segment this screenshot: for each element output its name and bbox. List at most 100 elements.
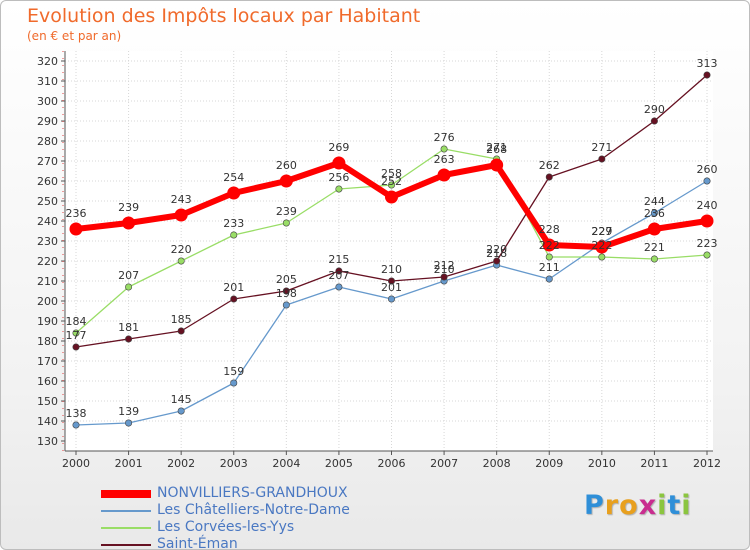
series-layer xyxy=(69,71,714,429)
plot-area xyxy=(65,51,713,451)
series-3-data-label: 271 xyxy=(591,141,612,154)
series-1-data-label: 211 xyxy=(539,261,560,274)
y-tick-label: 230 xyxy=(37,235,58,248)
y-tick-label: 150 xyxy=(37,395,58,408)
series-3-data-label: 220 xyxy=(486,243,507,256)
y-tick-label: 130 xyxy=(37,435,58,448)
series-0-point xyxy=(490,158,504,172)
series-0-data-label: 243 xyxy=(171,193,192,206)
legend-swatch xyxy=(101,489,151,498)
logo-letter: i xyxy=(681,490,692,521)
series-0-data-label: 236 xyxy=(644,207,665,220)
x-tick-label: 2010 xyxy=(588,457,616,470)
series-0-data-label: 228 xyxy=(539,223,560,236)
proxiti-logo: Proxiti xyxy=(584,490,692,521)
y-tick-label: 270 xyxy=(37,155,58,168)
x-tick-label: 2001 xyxy=(115,457,143,470)
series-1-point xyxy=(230,379,238,387)
y-tick-label: 200 xyxy=(37,295,58,308)
series-0-data-label: 236 xyxy=(66,207,87,220)
series-1-point xyxy=(177,407,185,415)
x-tick-label: 2007 xyxy=(430,457,458,470)
series-3-data-label: 210 xyxy=(381,263,402,276)
series-3-point xyxy=(545,173,553,181)
series-2-data-label: 258 xyxy=(381,167,402,180)
logo-letter: i xyxy=(657,490,668,521)
y-tick-label: 250 xyxy=(37,195,58,208)
y-tick-label: 220 xyxy=(37,255,58,268)
series-0-point xyxy=(700,214,714,228)
y-tick-label: 290 xyxy=(37,115,58,128)
series-0-data-label: 252 xyxy=(381,175,402,188)
legend-label: Les Corvées-les-Yys xyxy=(157,519,295,535)
series-1-data-label: 218 xyxy=(486,247,507,260)
series-2-data-label: 220 xyxy=(171,243,192,256)
y-tick-label: 260 xyxy=(37,175,58,188)
series-2-data-label: 184 xyxy=(66,315,87,328)
series-2-data-label: 276 xyxy=(434,131,455,144)
series-3-point xyxy=(282,287,290,295)
series-1-point xyxy=(650,209,658,217)
series-3-data-label: 262 xyxy=(539,159,560,172)
series-3-data-label: 290 xyxy=(644,103,665,116)
y-tick-label: 300 xyxy=(37,95,58,108)
series-0 xyxy=(69,156,714,254)
y-tick-label: 140 xyxy=(37,415,58,428)
legend-label: Les Châtelliers-Notre-Dame xyxy=(157,502,350,518)
x-tick-label: 2006 xyxy=(378,457,406,470)
legend-label: NONVILLIERS-GRANDHOUX xyxy=(157,485,348,501)
series-2-data-label: 222 xyxy=(591,239,612,252)
logo-letter: o xyxy=(619,490,639,521)
series-2-point xyxy=(282,219,290,227)
series-0-point xyxy=(595,240,609,254)
y-tick-label: 160 xyxy=(37,375,58,388)
series-2-point xyxy=(387,181,395,189)
series-1-data-label: 139 xyxy=(118,405,139,418)
series-1-point xyxy=(335,283,343,291)
series-3-point xyxy=(493,257,501,265)
y-tick-label: 240 xyxy=(37,215,58,228)
series-0-point xyxy=(647,222,661,236)
series-0-data-label: 269 xyxy=(328,141,349,154)
series-2-point xyxy=(703,251,711,259)
series-1-data-label: 145 xyxy=(171,393,192,406)
legend-label: Saint-Éman xyxy=(157,536,238,550)
series-0-data-label: 260 xyxy=(276,159,297,172)
series-1-data-label: 138 xyxy=(66,407,87,420)
series-0-point xyxy=(385,190,398,204)
grid-layer xyxy=(65,51,713,451)
series-3 xyxy=(72,71,711,351)
series-3-data-label: 212 xyxy=(434,259,455,272)
series-0-data-label: 240 xyxy=(697,199,718,212)
series-2-data-label: 223 xyxy=(697,237,718,250)
series-3-point xyxy=(703,71,711,79)
y-tick-label: 280 xyxy=(37,135,58,148)
series-3-data-label: 201 xyxy=(223,281,244,294)
x-tick-label: 2012 xyxy=(693,457,721,470)
y-tick-label: 320 xyxy=(37,55,58,68)
series-0-point xyxy=(542,238,556,252)
series-2-point xyxy=(335,185,343,193)
series-0-data-label: 254 xyxy=(223,171,244,184)
series-1-data-label: 210 xyxy=(434,263,455,276)
series-3-data-label: 205 xyxy=(276,273,297,286)
series-1-point xyxy=(125,419,133,427)
series-3-point xyxy=(335,267,343,275)
series-2-data-label: 207 xyxy=(118,269,139,282)
y-tick-label: 190 xyxy=(37,315,58,328)
series-2-point xyxy=(650,255,658,263)
logo-letter: r xyxy=(604,490,620,521)
series-0-data-label: 268 xyxy=(486,143,507,156)
series-1-data-label: 229 xyxy=(591,225,612,238)
x-tick-label: 2008 xyxy=(483,457,511,470)
series-2-point xyxy=(177,257,185,265)
chart-subtitle: (en € et par an) xyxy=(27,29,122,43)
series-0-data-label: 263 xyxy=(434,153,455,166)
series-2-data-label: 239 xyxy=(276,205,297,218)
legend-swatch xyxy=(101,509,151,512)
series-1-point xyxy=(387,295,395,303)
legend-swatch xyxy=(101,526,151,529)
series-2-data-label: 222 xyxy=(539,239,560,252)
